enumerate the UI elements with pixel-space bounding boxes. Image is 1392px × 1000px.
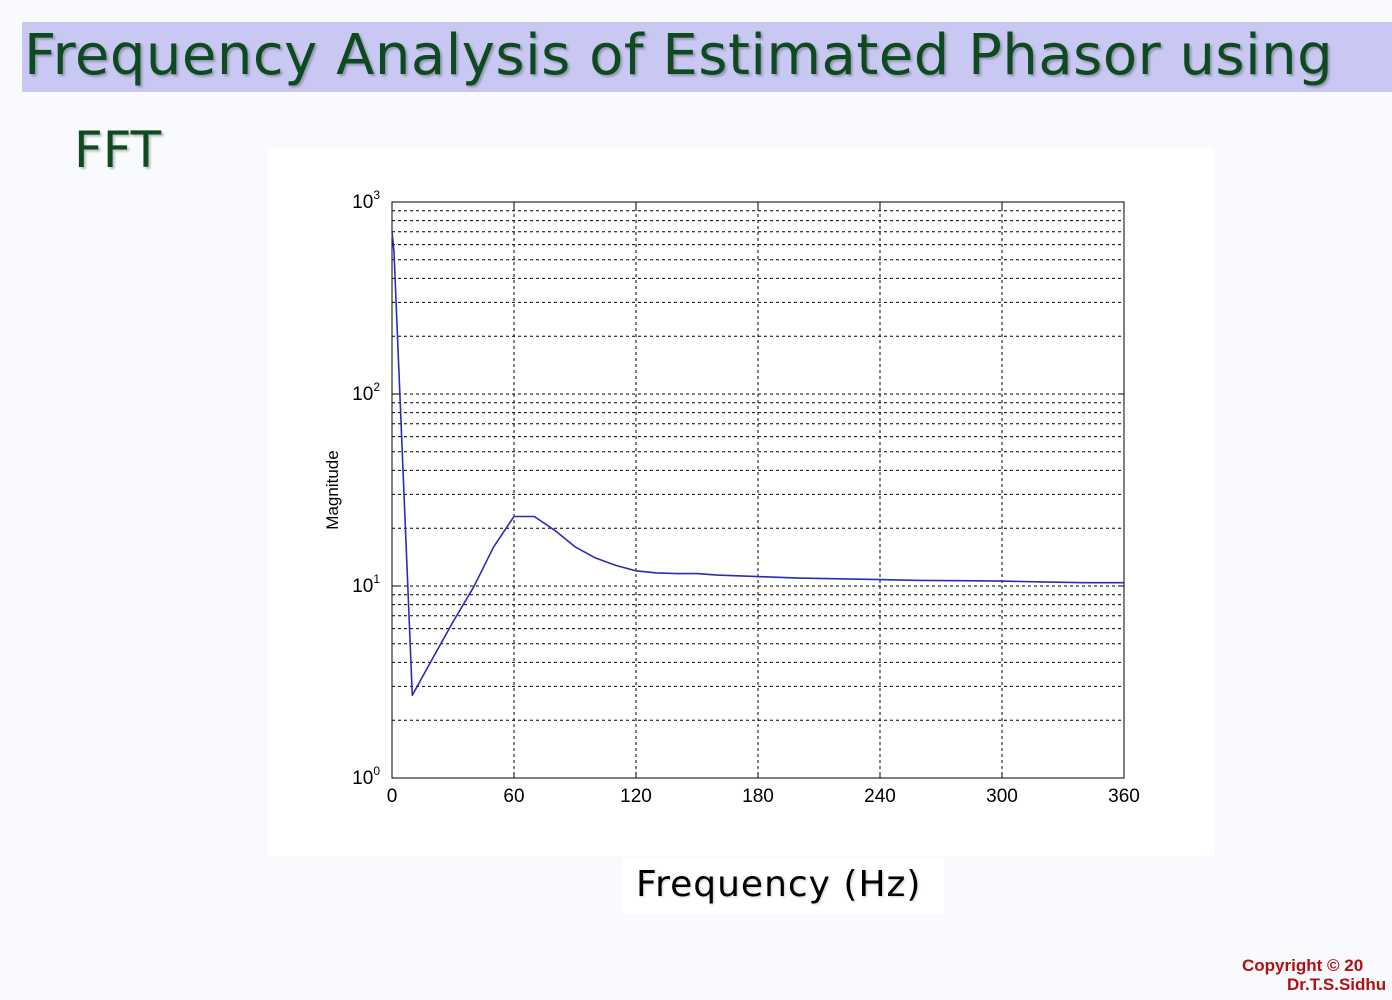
- x-tick-label: 360: [1108, 786, 1140, 807]
- title-band: [22, 22, 1392, 92]
- x-tick-label: 240: [864, 786, 896, 807]
- y-tick-exponent: 0: [373, 764, 380, 778]
- y-tick-label: 101: [352, 572, 380, 597]
- xlabel-background: [622, 858, 944, 914]
- copyright-notice: Copyright © 20 Dr.T.S.Sidhu: [1242, 956, 1392, 994]
- slide-title: Frequency Analysis of Estimated Phasor u…: [24, 23, 1334, 88]
- y-tick-label: 100: [352, 764, 380, 789]
- x-axis-label: Frequency (Hz): [636, 864, 922, 905]
- series-line-magnitude: [391, 231, 1124, 697]
- x-tick-label: 120: [620, 786, 652, 807]
- grid-lines: [392, 202, 1124, 778]
- slide-title-continued: FFT: [74, 121, 162, 179]
- y-tick-exponent: 3: [373, 188, 380, 202]
- copyright-line-2: Dr.T.S.Sidhu: [1287, 975, 1387, 994]
- y-axis-label: Magnitude: [323, 450, 342, 529]
- x-tick-label: 180: [742, 786, 774, 807]
- y-tick-exponent: 1: [373, 572, 380, 586]
- x-tick-label: 60: [503, 786, 524, 807]
- y-tick-label: 102: [352, 380, 380, 405]
- x-tick-label: 0: [387, 786, 398, 807]
- y-tick-exponent: 2: [373, 380, 380, 394]
- copyright-line-1: Copyright © 20: [1242, 956, 1364, 975]
- y-tick-label: 103: [352, 188, 380, 213]
- x-tick-label: 300: [986, 786, 1018, 807]
